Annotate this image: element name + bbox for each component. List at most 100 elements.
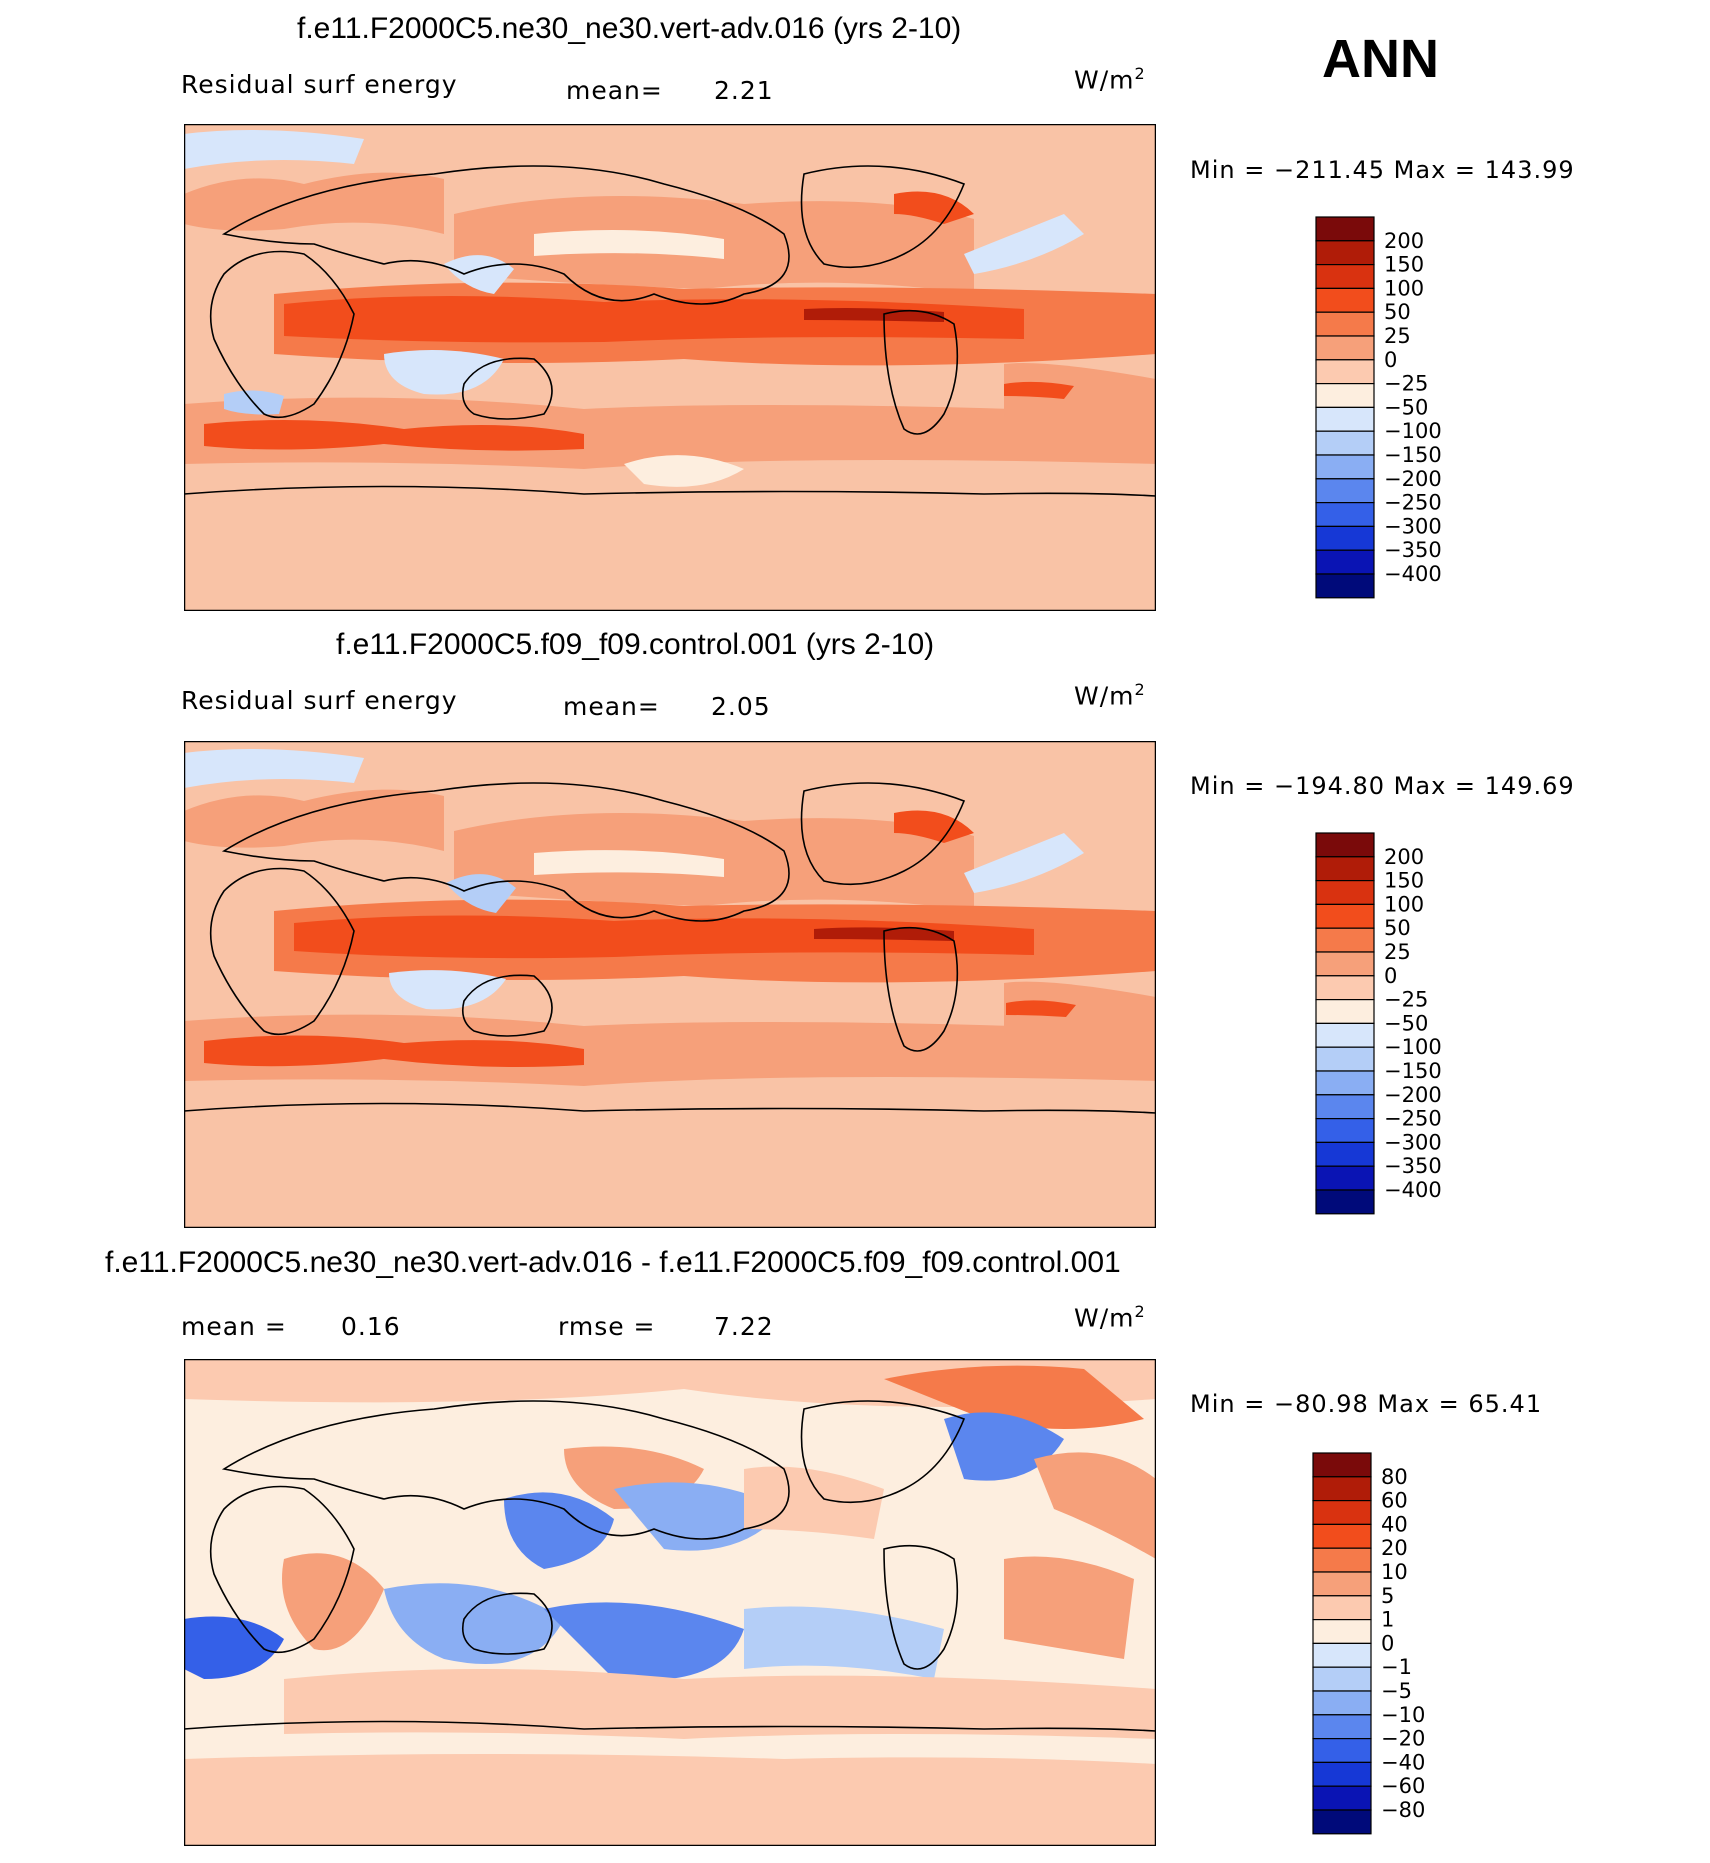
panel3-map <box>184 1359 1156 1846</box>
colorbar-tick-label: −50 <box>1384 1011 1428 1035</box>
colorbar-tick-label: 20 <box>1381 1536 1408 1560</box>
panel1-minmax: Min = −211.45 Max = 143.99 <box>1190 156 1575 184</box>
panel3-minmax: Min = −80.98 Max = 65.41 <box>1190 1390 1543 1418</box>
colorbar-swatch <box>1312 1714 1372 1740</box>
colorbar-swatch <box>1315 927 1375 953</box>
colorbar-tick-label: −60 <box>1381 1774 1425 1798</box>
colorbar-tick-label: 60 <box>1381 1489 1408 1513</box>
colorbar-swatch <box>1315 216 1375 242</box>
colorbar-swatch <box>1315 335 1375 361</box>
colorbar-swatch <box>1312 1523 1372 1549</box>
colorbar-swatch <box>1315 525 1375 551</box>
colorbar-tick-label: −250 <box>1384 1107 1442 1131</box>
colorbar-tick-label: 25 <box>1384 324 1411 348</box>
colorbar-swatch <box>1312 1547 1372 1573</box>
colorbar-swatch <box>1312 1619 1372 1645</box>
panel2-units: W/m2 <box>1074 680 1146 711</box>
panel1-ocean-field <box>184 130 1156 611</box>
colorbar-tick-label: 0 <box>1384 964 1397 988</box>
colorbar-swatch <box>1315 549 1375 575</box>
colorbar-tick-label: −400 <box>1384 1178 1442 1202</box>
colorbar-swatch <box>1315 478 1375 504</box>
colorbar-tick-label: 100 <box>1384 276 1424 300</box>
colorbar-swatch <box>1315 454 1375 480</box>
colorbar-swatch <box>1315 406 1375 432</box>
colorbar-swatch <box>1315 951 1375 977</box>
panel2-mean-label: mean= <box>563 692 660 721</box>
colorbar-tick-label: −150 <box>1384 443 1442 467</box>
colorbar-tick-label: 0 <box>1384 348 1397 372</box>
colorbar-tick-label: −80 <box>1381 1798 1425 1822</box>
colorbar-swatch <box>1315 999 1375 1025</box>
colorbar-swatch <box>1315 1141 1375 1167</box>
panel1-title: f.e11.F2000C5.ne30_ne30.vert-adv.016 (yr… <box>297 12 962 45</box>
colorbar-swatch <box>1315 1022 1375 1048</box>
colorbar-swatch <box>1315 832 1375 858</box>
panel1-coastlines <box>184 165 1156 497</box>
colorbar-swatch <box>1315 1094 1375 1120</box>
colorbar-swatch <box>1315 263 1375 289</box>
colorbar-tick-label: 50 <box>1384 300 1411 324</box>
colorbar-tick-label: −350 <box>1384 1154 1442 1178</box>
colorbar-swatch <box>1315 240 1375 266</box>
colorbar-swatch <box>1312 1571 1372 1597</box>
colorbar-swatch <box>1315 430 1375 456</box>
colorbar-swatch <box>1312 1761 1372 1787</box>
panel3-units: W/m2 <box>1074 1302 1146 1333</box>
panel2-mean-value: 2.05 <box>711 692 771 721</box>
colorbar-tick-label: −25 <box>1384 988 1428 1012</box>
colorbar-swatch <box>1312 1476 1372 1502</box>
colorbar-tick-label: −100 <box>1384 419 1442 443</box>
colorbar-tick-label: −1 <box>1381 1655 1412 1679</box>
colorbar-tick-label: −100 <box>1384 1035 1442 1059</box>
colorbar-tick-label: −200 <box>1384 467 1442 491</box>
colorbar-tick-label: −150 <box>1384 1059 1442 1083</box>
panel2-minmax: Min = −194.80 Max = 149.69 <box>1190 772 1575 800</box>
colorbar-swatch <box>1312 1809 1372 1835</box>
colorbar-swatch <box>1315 287 1375 313</box>
colorbar-tick-label: 50 <box>1384 916 1411 940</box>
colorbar-swatch <box>1315 1165 1375 1191</box>
panel1-mean-value: 2.21 <box>714 76 774 105</box>
colorbar-swatch <box>1312 1595 1372 1621</box>
panel2-colorbar: 20015010050250−25−50−100−150−200−250−300… <box>1315 832 1442 1215</box>
colorbar-swatch <box>1315 1118 1375 1144</box>
panel1-units: W/m2 <box>1074 64 1146 95</box>
season-label: ANN <box>1322 29 1439 89</box>
colorbar-tick-label: 100 <box>1384 892 1424 916</box>
colorbar-tick-label: 200 <box>1384 845 1424 869</box>
colorbar-tick-label: −300 <box>1384 514 1442 538</box>
colorbar-swatch <box>1315 311 1375 337</box>
colorbar-tick-label: −50 <box>1384 395 1428 419</box>
colorbar-tick-label: −400 <box>1384 562 1442 586</box>
colorbar-swatch <box>1312 1452 1372 1478</box>
colorbar-tick-label: −25 <box>1384 372 1428 396</box>
colorbar-swatch <box>1315 903 1375 929</box>
colorbar-swatch <box>1315 879 1375 905</box>
panel2-map <box>184 741 1156 1228</box>
colorbar-tick-label: −5 <box>1381 1679 1412 1703</box>
colorbar-tick-label: 0 <box>1381 1631 1394 1655</box>
colorbar-tick-label: 40 <box>1381 1512 1408 1536</box>
panel1-map <box>184 124 1156 611</box>
colorbar-swatch <box>1315 359 1375 385</box>
panel3-coastlines <box>184 1400 1156 1732</box>
panel2-ocean-field <box>184 749 1156 1228</box>
colorbar-tick-label: −40 <box>1381 1750 1425 1774</box>
colorbar-swatch <box>1315 383 1375 409</box>
panel3-mean-value: 0.16 <box>341 1312 401 1341</box>
colorbar-tick-label: 150 <box>1384 253 1424 277</box>
colorbar-tick-label: 10 <box>1381 1560 1408 1584</box>
colorbar-swatch <box>1315 1189 1375 1215</box>
colorbar-swatch <box>1312 1690 1372 1716</box>
colorbar-swatch <box>1315 856 1375 882</box>
panel3-title: f.e11.F2000C5.ne30_ne30.vert-adv.016 - f… <box>105 1246 1121 1279</box>
colorbar-swatch <box>1312 1642 1372 1668</box>
colorbar-tick-label: 25 <box>1384 940 1411 964</box>
colorbar-swatch <box>1315 1070 1375 1096</box>
colorbar-tick-label: −10 <box>1381 1703 1425 1727</box>
colorbar-tick-label: −20 <box>1381 1727 1425 1751</box>
colorbar-swatch <box>1315 573 1375 599</box>
panel3-diff-field <box>184 1359 1156 1846</box>
